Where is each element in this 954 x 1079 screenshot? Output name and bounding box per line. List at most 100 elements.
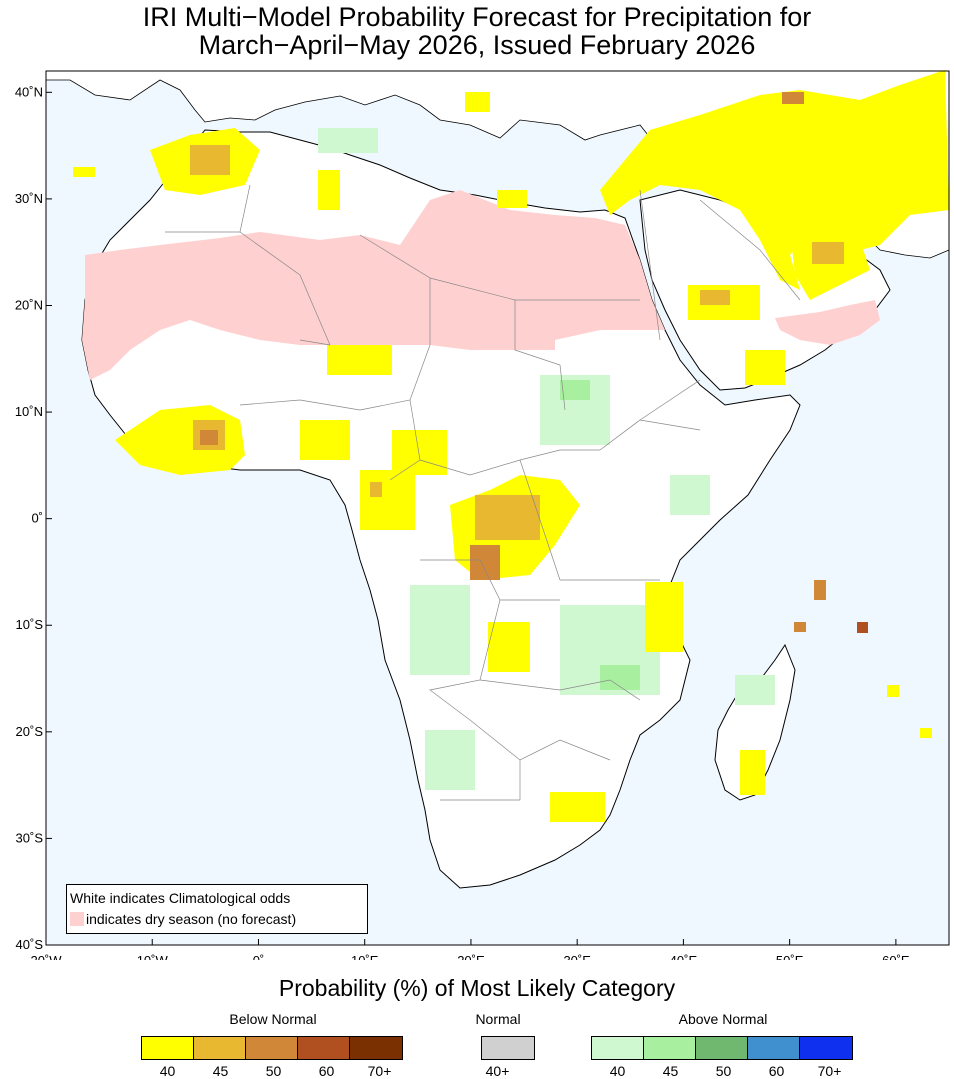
- map-legend-box: White indicates Climatological odds indi…: [66, 884, 368, 934]
- axis-ticks: [45, 91, 897, 946]
- below-area-egypt-coast: [497, 190, 527, 208]
- probability-title: Probability (%) of Most Likely Category: [278, 975, 676, 1001]
- below-swatch-2: [246, 1037, 298, 1059]
- below-area-tanzania: [645, 582, 683, 652]
- above-normal-title: Above Normal: [678, 1011, 768, 1027]
- below-label-4: 70+: [367, 1063, 392, 1079]
- above-swatch-0: [592, 1037, 644, 1059]
- above-area-namibia: [425, 730, 475, 790]
- below-label-0: 40: [159, 1063, 176, 1079]
- below-label-3: 60: [318, 1063, 335, 1079]
- above-label-2: 50: [715, 1063, 732, 1079]
- below-area-canary: [73, 167, 95, 177]
- below-swatch-3: [298, 1037, 350, 1059]
- below-normal-50-areas: [200, 92, 826, 632]
- above-45-area-a: [560, 380, 590, 400]
- lon-label: 0˚: [253, 953, 265, 960]
- below-swatch-1: [194, 1037, 246, 1059]
- country-borders: [165, 184, 801, 801]
- below-area-cameroon: [360, 470, 415, 530]
- below-area-south-africa: [550, 792, 605, 822]
- above-area-madagascar: [735, 675, 775, 705]
- above-label-0: 40: [609, 1063, 626, 1079]
- legend-dry-season-text: indicates dry season (no forecast): [86, 911, 297, 927]
- below-50-area-iran: [782, 92, 804, 104]
- below-area-libya: [318, 170, 340, 210]
- below-area-middle-east: [600, 70, 949, 290]
- above-swatch-1: [644, 1037, 696, 1059]
- below-normal-60-areas: [857, 622, 868, 633]
- map-title-line2: March−April−May 2026, Issued February 20…: [198, 30, 756, 60]
- lon-label: 20˚W: [30, 953, 62, 960]
- below-60-area-island: [857, 622, 868, 633]
- legend-dry-season-row: indicates dry season (no forecast): [70, 911, 296, 927]
- above-swatch-4: [800, 1037, 852, 1059]
- map-title-line1: IRI Multi−Model Probability Forecast for…: [142, 2, 812, 32]
- below-normal-labels: 40 45 50 60 70+: [141, 1063, 406, 1079]
- forecast-map: 40˚N 30˚N 20˚N 10˚N 0˚ 10˚S 20˚S 30˚S 40˚S 20˚W 1…: [15, 70, 950, 960]
- below-area-island-a: [887, 685, 899, 697]
- lat-label: 40˚N: [15, 84, 43, 99]
- below-area-angola-east: [488, 622, 530, 672]
- border-line: [165, 184, 801, 801]
- lon-label: 60˚E: [882, 953, 910, 960]
- below-area-island-b: [920, 728, 932, 738]
- lat-label: 0˚: [31, 511, 43, 526]
- below-area-red-sea: [745, 350, 785, 385]
- dry-season-swatch: [70, 912, 84, 926]
- above-normal-labels: 40 45 50 60 70+: [591, 1063, 856, 1079]
- below-area-aegean: [465, 92, 490, 112]
- sahara-dry-area: [82, 190, 665, 380]
- below-50-area-congo: [470, 545, 500, 580]
- latitude-labels: 40˚N 30˚N 20˚N 10˚N 0˚ 10˚S 20˚S 30˚S 40˚S: [15, 84, 44, 952]
- lat-label: 10˚N: [15, 404, 43, 419]
- lon-label: 40˚E: [670, 953, 698, 960]
- lat-label: 40˚S: [16, 937, 44, 952]
- above-area-east: [670, 475, 710, 515]
- above-area-angola: [410, 585, 470, 675]
- lon-label: 30˚E: [563, 953, 591, 960]
- below-45-area-arabia: [700, 290, 730, 305]
- lat-label: 10˚S: [16, 617, 44, 632]
- lon-label: 10˚E: [351, 953, 379, 960]
- above-45-area-b: [600, 665, 640, 690]
- below-area-nigeria: [300, 420, 350, 460]
- lat-label: 20˚N: [15, 297, 43, 312]
- lon-label: 10˚W: [137, 953, 169, 960]
- above-label-1: 45: [662, 1063, 679, 1079]
- legend-climatological-text: White indicates Climatological odds: [70, 890, 291, 906]
- below-area-sahel: [327, 345, 392, 375]
- above-label-3: 60: [768, 1063, 785, 1079]
- longitude-labels: 20˚W 10˚W 0˚ 10˚E 20˚E 30˚E 40˚E 50˚E 60˚E: [30, 953, 909, 960]
- above-swatch-3: [748, 1037, 800, 1059]
- above-area-med: [318, 128, 378, 153]
- below-45-area-morocco: [190, 145, 230, 175]
- above-swatch-2: [696, 1037, 748, 1059]
- lon-label: 50˚E: [776, 953, 804, 960]
- below-50-area-island-b: [794, 622, 806, 632]
- normal-title: Normal: [475, 1011, 521, 1027]
- below-45-area-gulf: [812, 242, 844, 264]
- lat-label: 30˚S: [16, 830, 44, 845]
- below-swatch-4: [350, 1037, 402, 1059]
- below-label-1: 45: [212, 1063, 229, 1079]
- lat-label: 30˚N: [15, 191, 43, 206]
- lon-label: 20˚E: [457, 953, 485, 960]
- normal-colorbar: [481, 1036, 535, 1060]
- below-label-2: 50: [265, 1063, 282, 1079]
- below-normal-colorbar: [141, 1036, 403, 1060]
- normal-swatch-0: [482, 1037, 534, 1059]
- above-normal-colorbar: [591, 1036, 853, 1060]
- above-normal-45-areas: [560, 380, 640, 690]
- dry-season-areas: [82, 190, 880, 380]
- normal-label-0: 40+: [485, 1063, 510, 1079]
- below-normal-title: Below Normal: [229, 1011, 317, 1027]
- below-swatch-0: [142, 1037, 194, 1059]
- below-area-madagascar: [740, 750, 765, 795]
- below-50-area-ivory: [200, 430, 218, 445]
- below-45-area-congo: [475, 495, 540, 540]
- below-45-area-cameroon: [370, 482, 382, 497]
- above-label-4: 70+: [817, 1063, 842, 1079]
- map-frame: [45, 70, 950, 946]
- below-50-area-island-a: [814, 580, 826, 600]
